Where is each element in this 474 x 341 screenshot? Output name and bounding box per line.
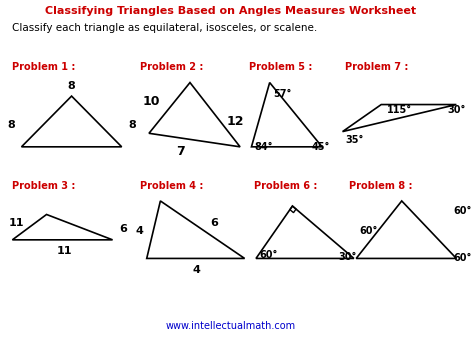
Text: 30°: 30° <box>338 252 356 262</box>
Text: 60°: 60° <box>453 206 472 216</box>
Text: 12: 12 <box>227 115 244 128</box>
Text: 7: 7 <box>176 145 185 158</box>
Text: 115°: 115° <box>387 105 412 115</box>
Text: 8: 8 <box>7 120 15 130</box>
Text: Problem 4 :: Problem 4 : <box>140 181 203 191</box>
Text: 11: 11 <box>8 218 24 228</box>
Text: 60°: 60° <box>259 250 278 260</box>
Text: 4: 4 <box>193 265 201 275</box>
Text: www.intellectualmath.com: www.intellectualmath.com <box>166 321 296 331</box>
Text: Problem 3 :: Problem 3 : <box>12 181 76 191</box>
Text: 30°: 30° <box>447 105 465 115</box>
Text: Classifying Triangles Based on Angles Measures Worksheet: Classifying Triangles Based on Angles Me… <box>46 6 417 16</box>
Text: 10: 10 <box>143 95 160 108</box>
Text: 6: 6 <box>119 224 128 234</box>
Text: 45°: 45° <box>312 142 330 152</box>
Text: 84°: 84° <box>255 142 273 152</box>
Text: 60°: 60° <box>453 253 472 263</box>
Text: Classify each triangle as equilateral, isosceles, or scalene.: Classify each triangle as equilateral, i… <box>12 24 318 33</box>
Text: 11: 11 <box>57 246 73 256</box>
Text: 57°: 57° <box>273 89 291 99</box>
Text: 8: 8 <box>128 120 136 130</box>
Text: Problem 2 :: Problem 2 : <box>140 62 203 72</box>
Text: Problem 6 :: Problem 6 : <box>254 181 317 191</box>
Text: 4: 4 <box>136 226 144 236</box>
Text: 6: 6 <box>210 218 219 228</box>
Text: 60°: 60° <box>359 226 378 236</box>
Text: Problem 1 :: Problem 1 : <box>12 62 76 72</box>
Text: 8: 8 <box>68 81 75 91</box>
Text: Problem 8 :: Problem 8 : <box>349 181 413 191</box>
Text: Problem 5 :: Problem 5 : <box>249 62 312 72</box>
Text: 35°: 35° <box>346 135 364 145</box>
Text: Problem 7 :: Problem 7 : <box>345 62 408 72</box>
